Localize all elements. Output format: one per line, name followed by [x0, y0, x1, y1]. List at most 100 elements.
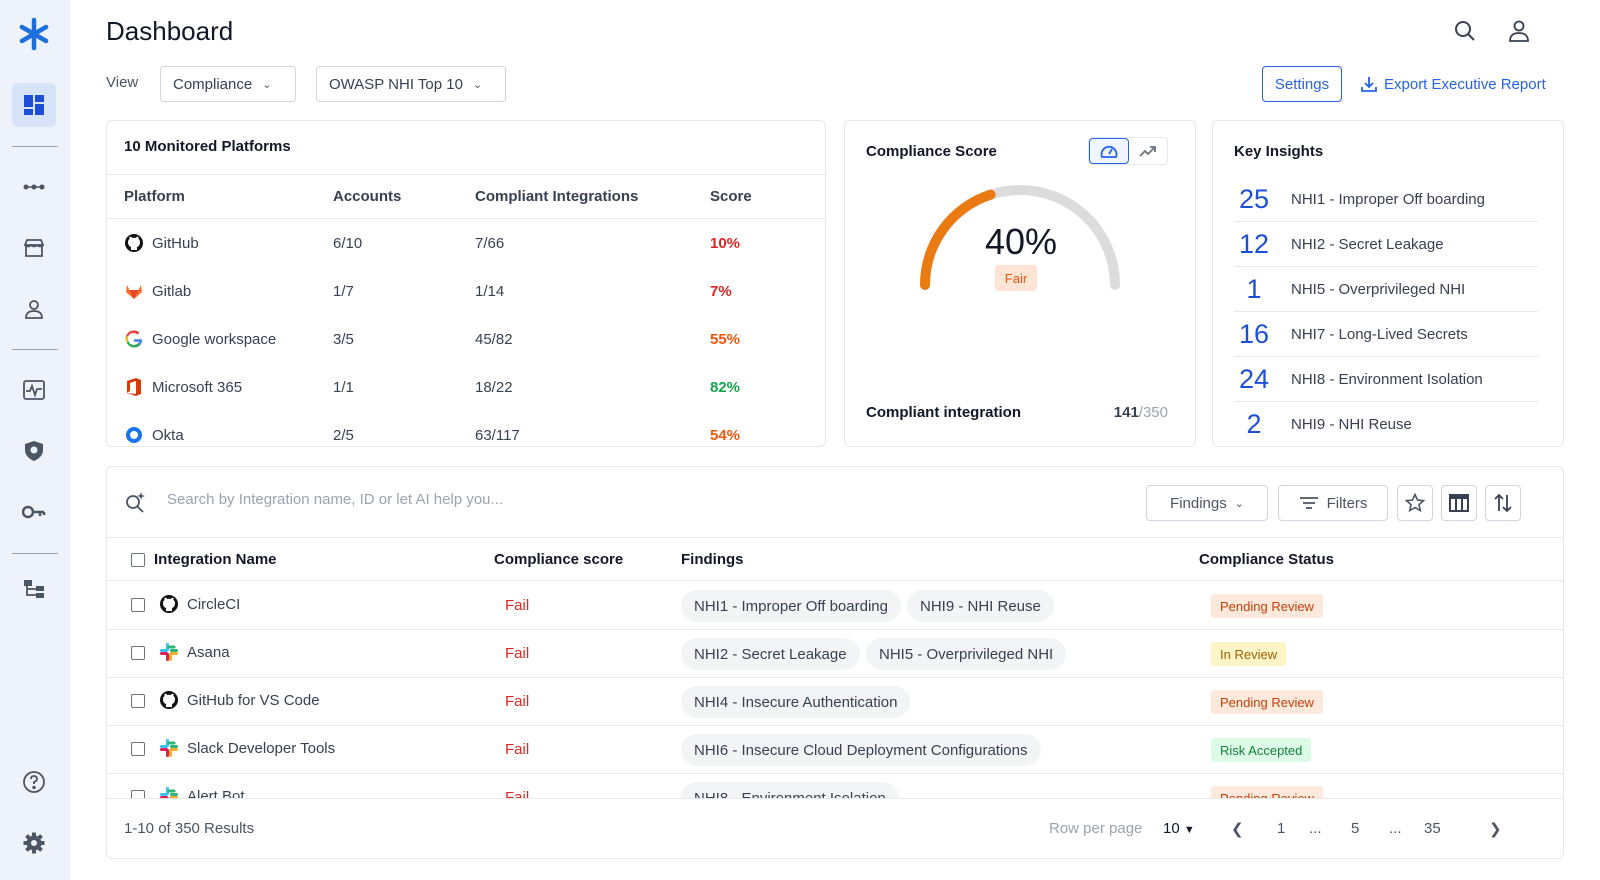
slack-icon [159, 738, 179, 758]
app-logo-icon[interactable] [14, 14, 54, 54]
integration-total: /350 [1138, 404, 1168, 421]
settings-gear-icon[interactable] [12, 821, 56, 865]
insight-item[interactable]: 25 NHI1 - Improper Off boarding [1234, 177, 1538, 222]
integration-search-input[interactable]: Search by Integration name, ID or let AI… [167, 491, 504, 508]
page-1[interactable]: 1 [1277, 820, 1286, 837]
key-icon[interactable] [12, 490, 56, 534]
insight-label: NHI9 - NHI Reuse [1291, 416, 1412, 433]
status-badge: Risk Accepted [1211, 738, 1312, 762]
next-page-icon[interactable]: ❯ [1489, 821, 1502, 838]
search-icon[interactable] [1452, 18, 1478, 44]
rows-per-page-select[interactable]: 10 ▼ [1163, 820, 1195, 837]
page-35[interactable]: 35 [1424, 820, 1441, 837]
platform-accounts: 1/7 [333, 283, 354, 300]
compliance-score-value: Fail [505, 789, 530, 798]
help-icon[interactable] [12, 760, 56, 804]
insight-label: NHI1 - Improper Off boarding [1291, 190, 1485, 208]
gauge-view-icon[interactable] [1089, 138, 1129, 164]
rows-per-page-value: 10 [1163, 820, 1180, 837]
compliant-integration-label: Compliant integration [866, 404, 1021, 421]
settings-button[interactable]: Settings [1262, 66, 1342, 102]
platform-row[interactable]: Google workspace 3/5 45/82 55% [107, 316, 825, 364]
insight-item[interactable]: 16 NHI7 - Long-Lived Secrets [1234, 312, 1538, 357]
platform-integrations: 1/14 [475, 283, 505, 300]
key-insights-card: Key Insights 25 NHI1 - Improper Off board… [1212, 120, 1564, 447]
platform-score: 54% [710, 427, 741, 444]
finding-chip[interactable]: NHI2 - Secret Leakage [681, 638, 860, 670]
hierarchy-icon[interactable] [12, 567, 56, 611]
finding-chip[interactable]: NHI1 - Improper Off boarding [681, 590, 901, 622]
status-badge: Pending Review [1211, 690, 1323, 714]
platform-row[interactable]: Okta 2/5 63/117 54% [107, 412, 825, 446]
platform-label: Gitlab [152, 282, 192, 300]
table-row[interactable]: CircleCI Fail NHI1 - Improper Off boarding… [107, 581, 1563, 630]
prev-page-icon[interactable]: ❮ [1231, 821, 1244, 838]
platforms-table-header: Platform Accounts Compliant Integrations… [107, 174, 825, 219]
insight-item[interactable]: 24 NHI8 - Environment Isolation [1234, 357, 1538, 402]
page-5[interactable]: 5 [1351, 820, 1360, 837]
table-row[interactable]: Asana Fail NHI2 - Secret Leakage NHI5 - Ove… [107, 629, 1563, 678]
shield-icon[interactable] [12, 429, 56, 473]
insight-item[interactable]: 2 NHI9 - NHI Reuse [1234, 402, 1538, 446]
compliance-gauge [919, 185, 1120, 290]
framework-select[interactable]: OWASP NHI Top 10 ⌄ [316, 66, 506, 102]
status-badge: In Review [1211, 642, 1287, 666]
platform-name: Okta [124, 425, 184, 445]
col-platform: Platform [124, 188, 185, 205]
table-row[interactable]: Alert Bot Fail NHI8 - Environment Isolatio… [107, 773, 1563, 798]
platform-score: 7% [710, 283, 732, 300]
export-report-button[interactable]: Export Executive Report [1360, 66, 1546, 102]
platform-row[interactable]: Gitlab 1/7 1/14 7% [107, 268, 825, 316]
view-select[interactable]: Compliance ⌄ [160, 66, 296, 102]
platforms-title: 10 Monitored Platforms [124, 138, 291, 155]
platform-score: 55% [710, 331, 741, 348]
table-row[interactable]: GitHub for VS Code Fail NHI4 - Insecure Au… [107, 677, 1563, 726]
integration-label: Alert Bot [187, 787, 245, 799]
table-row[interactable]: Slack Developer Tools Fail NHI6 - Insecure… [107, 725, 1563, 774]
platform-name: Gitlab [124, 281, 191, 301]
integrations-table-header: Integration Name Compliance score Findin… [107, 537, 1563, 581]
platform-row[interactable]: Microsoft 365 1/1 18/22 82% [107, 364, 825, 412]
insight-count: 12 [1238, 228, 1270, 259]
platform-name: GitHub [124, 233, 199, 253]
ai-search-icon [124, 491, 146, 518]
github-icon [159, 594, 179, 614]
finding-chip[interactable]: NHI5 - Overprivileged NHI [866, 638, 1067, 670]
platform-row[interactable]: GitHub 6/10 7/66 10% [107, 220, 825, 268]
row-checkbox[interactable] [131, 598, 145, 612]
integration-label: CircleCI [187, 595, 241, 613]
insight-label: NHI7 - Long-Lived Secrets [1291, 325, 1468, 343]
filters-button[interactable]: Filters [1278, 485, 1388, 521]
row-checkbox[interactable] [131, 790, 145, 798]
favorite-star-button[interactable] [1397, 485, 1433, 521]
finding-chip[interactable]: NHI4 - Insecure Authentication [681, 686, 911, 718]
platform-score: 10% [710, 235, 741, 252]
trend-view-icon[interactable] [1129, 138, 1167, 164]
columns-button[interactable] [1441, 485, 1477, 521]
sort-button[interactable] [1485, 485, 1521, 521]
slack-icon [159, 786, 179, 798]
user-icon[interactable] [12, 287, 56, 331]
row-checkbox[interactable] [131, 694, 145, 708]
store-icon[interactable] [12, 226, 56, 270]
finding-chip[interactable]: NHI6 - Insecure Cloud Deployment Configu… [681, 734, 1041, 766]
select-all-checkbox[interactable] [131, 553, 145, 567]
row-checkbox[interactable] [131, 742, 145, 756]
row-checkbox[interactable] [131, 646, 145, 660]
platform-score: 82% [710, 379, 741, 396]
sidebar-divider [12, 349, 58, 350]
finding-chip[interactable]: NHI9 - NHI Reuse [907, 590, 1054, 622]
findings-dropdown[interactable]: Findings ⌄ [1146, 485, 1268, 521]
connections-icon[interactable] [12, 165, 56, 209]
platform-name: Microsoft 365 [124, 377, 242, 397]
office-icon [124, 377, 144, 397]
dashboard-icon[interactable] [12, 83, 56, 127]
gitlab-icon [124, 281, 144, 301]
filter-icon [1299, 497, 1318, 509]
finding-chip[interactable]: NHI8 - Environment Isolation [681, 782, 899, 798]
insight-item[interactable]: 12 NHI2 - Secret Leakage [1234, 222, 1538, 267]
insight-item[interactable]: 1 NHI5 - Overprivileged NHI [1234, 267, 1538, 312]
results-count: 1-10 of 350 Results [124, 820, 255, 837]
profile-icon[interactable] [1506, 18, 1532, 44]
monitoring-icon[interactable] [12, 368, 56, 412]
